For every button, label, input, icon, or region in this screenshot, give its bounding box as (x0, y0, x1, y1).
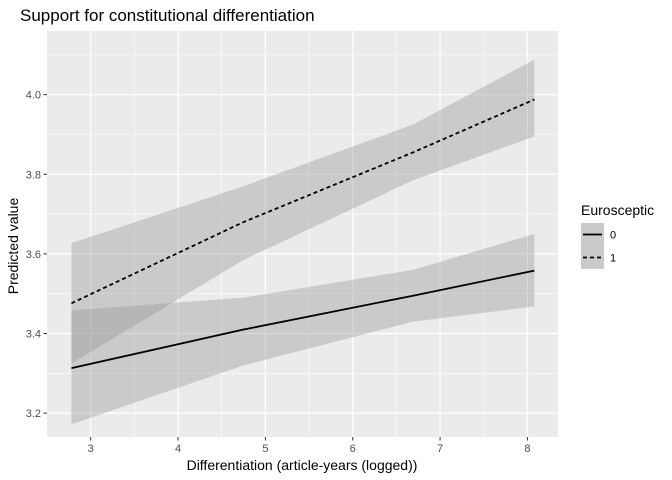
series-line-1 (71, 98, 535, 305)
confidence-band-0 (71, 234, 535, 425)
x-axis-ticks: 3 4 5 6 7 8 (88, 437, 530, 455)
y-tick-label: 3.4 (26, 329, 41, 341)
major-gridlines (47, 31, 558, 437)
y-tick-label: 3.2 (26, 408, 41, 420)
confidence-bands (71, 59, 535, 425)
y-tick-label: 3.6 (26, 249, 41, 261)
series-lines (71, 98, 535, 370)
x-tick-label: 3 (88, 443, 94, 455)
y-tick-label: 3.8 (26, 169, 41, 181)
minor-gridlines (47, 31, 558, 437)
chart-title: Support for constitutional differentiati… (20, 6, 315, 25)
x-tick-label: 6 (350, 443, 356, 455)
x-tick-label: 5 (262, 443, 268, 455)
series-line-0 (71, 269, 535, 370)
confidence-band-1 (71, 59, 535, 364)
legend-title: Eurosceptic (581, 202, 654, 218)
y-axis-title: Predicted value (5, 198, 21, 295)
x-tick-label: 4 (175, 443, 181, 455)
x-axis-title: Differentiation (article-years (logged)) (187, 457, 418, 473)
legend-label-0: 0 (610, 230, 616, 242)
x-tick-label: 7 (437, 443, 443, 455)
x-tick-label: 8 (524, 443, 530, 455)
legend-label-1: 1 (610, 253, 616, 265)
y-axis-ticks: 3.2 3.4 3.6 3.8 4.0 (26, 90, 47, 420)
plot-panel (47, 31, 558, 437)
legend: Eurosceptic 0 1 (581, 202, 654, 269)
y-tick-label: 4.0 (26, 90, 41, 102)
